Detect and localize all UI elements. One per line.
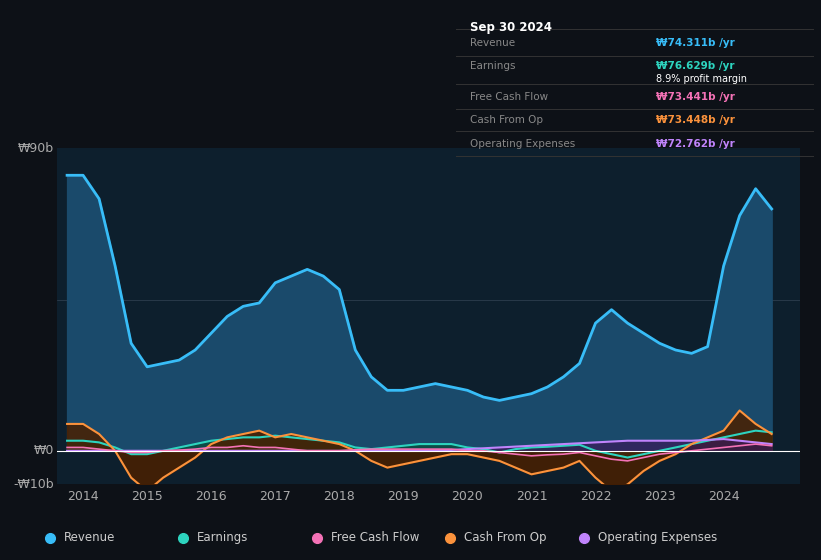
Text: Operating Expenses: Operating Expenses: [598, 531, 717, 544]
Text: ₩72.762b /yr: ₩72.762b /yr: [656, 139, 735, 150]
Text: Revenue: Revenue: [470, 38, 515, 48]
Text: Sep 30 2024: Sep 30 2024: [470, 21, 552, 34]
Text: Earnings: Earnings: [197, 531, 249, 544]
Text: ₩76.629b /yr: ₩76.629b /yr: [656, 61, 734, 71]
Text: Free Cash Flow: Free Cash Flow: [470, 91, 548, 101]
Text: Cash From Op: Cash From Op: [464, 531, 547, 544]
Text: -₩10b: -₩10b: [13, 478, 53, 491]
Text: ₩0: ₩0: [34, 444, 53, 458]
Text: Cash From Op: Cash From Op: [470, 115, 543, 125]
Text: Earnings: Earnings: [470, 61, 516, 71]
Text: ₩90b: ₩90b: [17, 142, 53, 155]
Text: Free Cash Flow: Free Cash Flow: [331, 531, 419, 544]
Text: ₩73.448b /yr: ₩73.448b /yr: [656, 115, 735, 125]
Text: ₩74.311b /yr: ₩74.311b /yr: [656, 38, 735, 48]
Text: 8.9% profit margin: 8.9% profit margin: [656, 74, 746, 84]
Text: Operating Expenses: Operating Expenses: [470, 139, 576, 150]
Text: Revenue: Revenue: [63, 531, 115, 544]
Text: ₩73.441b /yr: ₩73.441b /yr: [656, 91, 735, 101]
